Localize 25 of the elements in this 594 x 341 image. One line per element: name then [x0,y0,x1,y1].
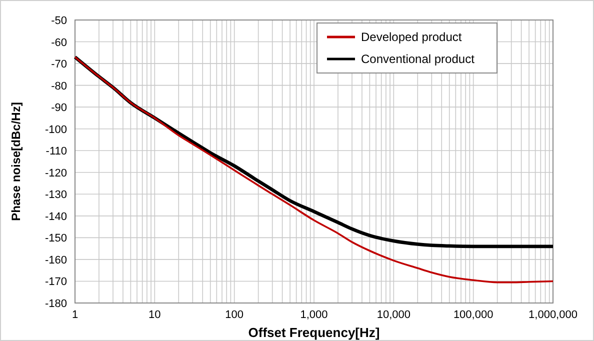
y-tick-label: -140 [44,210,67,223]
y-tick-label: -120 [44,167,67,180]
y-tick-label: -60 [51,36,67,49]
x-tick-label: 1,000,000 [528,309,578,321]
x-tick-label: 10,000 [376,309,410,321]
x-tick-label: 1,000 [300,309,328,321]
y-tick-label: -180 [44,298,67,310]
x-tick-label: 100 [225,309,244,321]
y-tick-label: -80 [51,80,67,92]
y-tick-label: -110 [46,146,67,158]
y-tick-label: -170 [44,276,67,288]
x-axis-title: Offset Frequency[Hz] [248,325,380,340]
y-tick-label: -130 [44,189,67,202]
x-tick-label: 10 [148,309,161,321]
y-tick-label: -100 [44,124,67,136]
legend-label: Developed product [361,30,462,44]
y-tick-label: -160 [44,254,67,266]
y-tick-label: -150 [44,232,67,245]
y-tick-label: -50 [51,15,67,27]
y-axis-title: Phase noise[dBc/Hz] [9,102,23,221]
y-tick-label: -70 [51,58,67,71]
legend-label: Conventional product [361,52,476,66]
x-tick-label: 100,000 [453,309,494,321]
y-tick-label: -90 [51,102,67,114]
x-tick-label: 1 [72,309,78,321]
